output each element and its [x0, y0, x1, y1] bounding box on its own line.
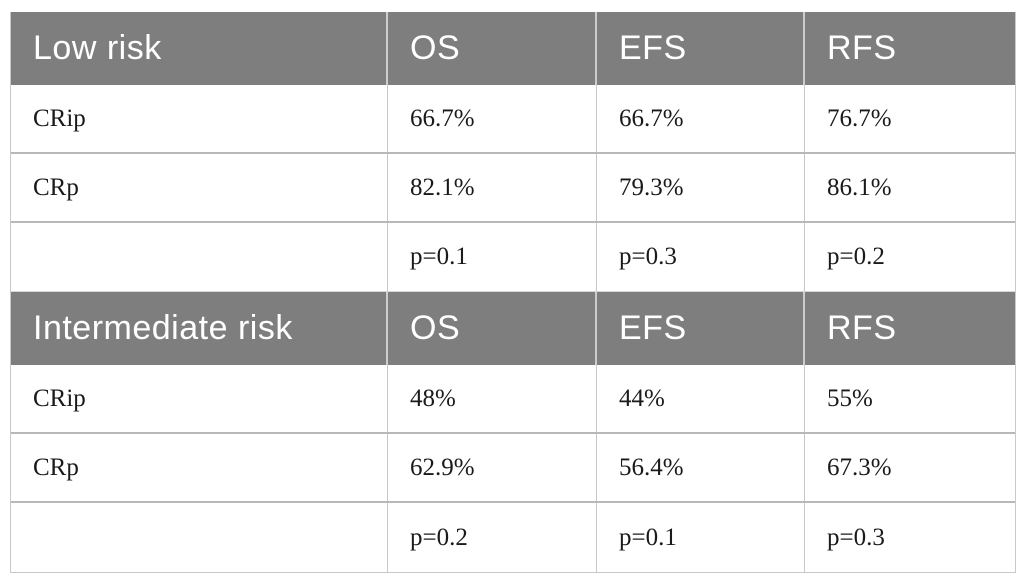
row-label: CRip	[11, 85, 388, 152]
row-label	[11, 503, 388, 572]
table-row: CRip 66.7% 66.7% 76.7%	[11, 85, 1015, 154]
row-label: CRp	[11, 154, 388, 221]
row-label: CRp	[11, 434, 388, 501]
section-header-intermediate-risk: Intermediate risk OS EFS RFS	[11, 292, 1015, 365]
cell-value: 62.9%	[388, 434, 597, 501]
table-row: CRp 82.1% 79.3% 86.1%	[11, 154, 1015, 223]
cell-value: p=0.1	[597, 503, 805, 572]
cell-value: 66.7%	[388, 85, 597, 152]
section-title: Low risk	[11, 12, 388, 85]
table-row-pvalues: p=0.2 p=0.1 p=0.3	[11, 503, 1015, 572]
column-header-os: OS	[388, 12, 597, 85]
table-row-pvalues: p=0.1 p=0.3 p=0.2	[11, 223, 1015, 292]
table-row: CRp 62.9% 56.4% 67.3%	[11, 434, 1015, 503]
column-header-efs: EFS	[597, 292, 805, 365]
section-header-low-risk: Low risk OS EFS RFS	[11, 12, 1015, 85]
row-label	[11, 223, 388, 291]
cell-value: 55%	[827, 384, 873, 412]
cell-value: p=0.3	[597, 223, 805, 291]
cell-value: p=0.2	[827, 243, 885, 270]
row-label: CRip	[11, 365, 388, 432]
column-header-os: OS	[388, 292, 597, 365]
cell-value: 79.3%	[597, 154, 805, 221]
column-header-efs: EFS	[597, 12, 805, 85]
cell-value: p=0.3	[827, 523, 885, 551]
cell-value: 76.7%	[827, 104, 892, 132]
column-header-rfs: RFS	[827, 309, 897, 347]
cell-value: 56.4%	[597, 434, 805, 501]
table-row: CRip 48% 44% 55%	[11, 365, 1015, 434]
cell-value: 86.1%	[827, 173, 892, 201]
cell-value: 67.3%	[827, 453, 892, 481]
cell-value: 48%	[388, 365, 597, 432]
outcomes-table: Low risk OS EFS RFS CRip 66.7% 66.7% 76.…	[10, 12, 1016, 573]
cell-value: 44%	[597, 365, 805, 432]
cell-value: p=0.1	[388, 223, 597, 291]
cell-value: 66.7%	[597, 85, 805, 152]
cell-value: p=0.2	[388, 503, 597, 572]
column-header-rfs: RFS	[827, 29, 897, 67]
cell-value: 82.1%	[388, 154, 597, 221]
section-title: Intermediate risk	[11, 292, 388, 365]
